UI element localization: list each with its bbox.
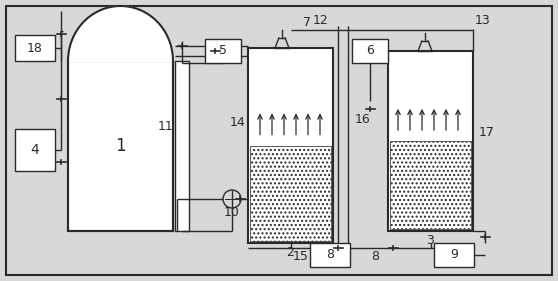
Text: 18: 18 bbox=[27, 42, 43, 55]
Text: 7: 7 bbox=[303, 17, 311, 30]
Bar bbox=[68, 61, 173, 231]
Bar bbox=[434, 243, 474, 267]
Bar bbox=[388, 51, 473, 231]
Text: 17: 17 bbox=[479, 126, 495, 139]
Text: 15: 15 bbox=[292, 250, 309, 262]
Polygon shape bbox=[68, 6, 173, 61]
Text: 14: 14 bbox=[230, 115, 246, 129]
Bar bbox=[248, 48, 333, 243]
Text: 6: 6 bbox=[366, 44, 374, 58]
Bar bbox=[310, 243, 350, 267]
Bar bbox=[15, 129, 55, 171]
Text: 8: 8 bbox=[371, 250, 379, 262]
Text: 10: 10 bbox=[224, 207, 240, 219]
Text: 11: 11 bbox=[157, 119, 173, 133]
Text: 16: 16 bbox=[354, 113, 370, 126]
Text: 2: 2 bbox=[286, 246, 294, 259]
Text: 3: 3 bbox=[426, 234, 434, 246]
Bar bbox=[352, 39, 388, 63]
Text: 5: 5 bbox=[219, 44, 227, 58]
Text: 13: 13 bbox=[475, 13, 491, 26]
Bar bbox=[250, 146, 331, 241]
Text: 4: 4 bbox=[31, 143, 40, 157]
Text: 1: 1 bbox=[115, 137, 126, 155]
Bar bbox=[205, 39, 241, 63]
Text: 9: 9 bbox=[450, 248, 458, 262]
Bar bbox=[175, 61, 189, 231]
Bar bbox=[390, 141, 471, 229]
Bar bbox=[15, 35, 55, 61]
Text: 12: 12 bbox=[312, 13, 328, 26]
Text: 8: 8 bbox=[326, 248, 334, 262]
